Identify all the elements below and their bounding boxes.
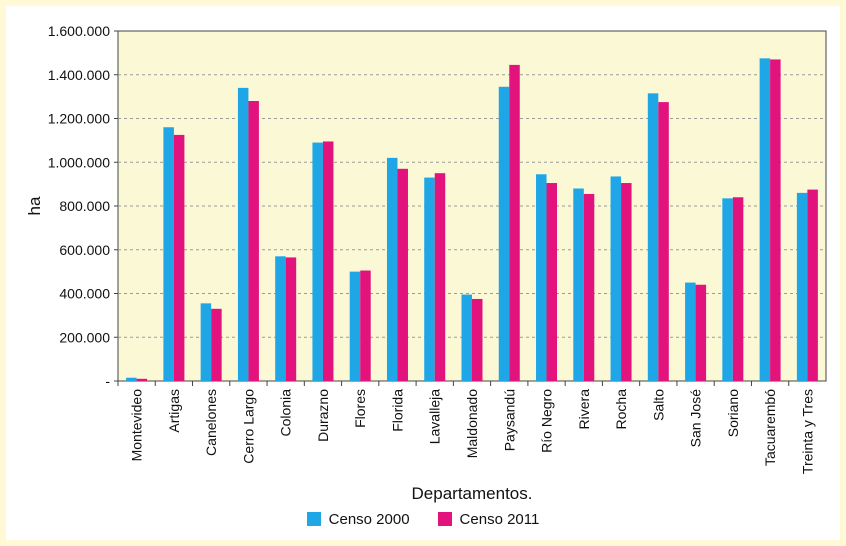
bar-censo-2000 bbox=[200, 303, 212, 381]
bar-censo-2000 bbox=[312, 142, 323, 381]
y-tick-label: - bbox=[105, 373, 110, 389]
bar-censo-2000 bbox=[536, 174, 547, 381]
bar-censo-2000 bbox=[237, 87, 249, 381]
y-tick-label: 1.600.000 bbox=[48, 23, 110, 39]
bar-censo-2000 bbox=[461, 294, 472, 381]
bar-censo-2000 bbox=[498, 86, 510, 381]
gridlines bbox=[118, 74, 826, 338]
bar-censo-2011 bbox=[322, 141, 334, 381]
bar-censo-2011 bbox=[770, 59, 781, 381]
x-tick-label: Florida bbox=[389, 389, 405, 432]
x-tick-label: Paysandú bbox=[501, 389, 517, 451]
x-axis-ticks: Montevideo Artigas Canelones Cerro Largo Col… bbox=[117, 381, 815, 474]
bar-censo-2000 bbox=[573, 188, 584, 381]
bar-censo-2000 bbox=[647, 93, 659, 381]
x-tick-label: Maldonado bbox=[464, 389, 480, 458]
x-tick-label: San José bbox=[688, 389, 704, 448]
bar-censo-2011 bbox=[621, 183, 632, 381]
bar-censo-2011 bbox=[472, 298, 483, 381]
bar-censo-2011 bbox=[397, 168, 408, 381]
bar-censo-2011 bbox=[546, 183, 558, 381]
bar-censo-2000 bbox=[759, 58, 771, 381]
bar-censo-2011 bbox=[434, 173, 446, 381]
y-axis-ticks: - 200.000 400.000 600.000 800.000 1.000.000 1.… bbox=[48, 23, 118, 389]
legend-label-censo-2000: Censo 2000 bbox=[328, 510, 410, 528]
legend-label-censo-2011: Censo 2011 bbox=[459, 510, 540, 528]
bar-censo-2011 bbox=[658, 102, 669, 381]
bar-censo-2011 bbox=[509, 64, 520, 381]
x-tick-label: Treinta y Tres bbox=[799, 389, 815, 474]
bar-censo-2000 bbox=[424, 177, 435, 381]
bar-censo-2000 bbox=[722, 198, 733, 381]
bar-censo-2011 bbox=[285, 257, 297, 381]
x-tick-label: Soriano bbox=[725, 389, 741, 437]
x-tick-label: Rocha bbox=[613, 389, 629, 430]
x-tick-label: Lavalleja bbox=[427, 389, 443, 444]
bar-censo-2000 bbox=[796, 192, 808, 381]
bar-censo-2000 bbox=[163, 127, 174, 381]
bar-censo-2000 bbox=[126, 377, 137, 381]
bar-censo-2011 bbox=[807, 189, 818, 381]
bar-censo-2000 bbox=[685, 282, 696, 381]
x-tick-label: Canelones bbox=[203, 389, 219, 456]
legend: Censo 2000 Censo 2011 bbox=[0, 508, 846, 530]
legend-item-censo-2000: Censo 2000 bbox=[306, 510, 410, 528]
legend-item-censo-2011: Censo 2011 bbox=[437, 510, 540, 528]
x-axis-title: Departamentos. bbox=[412, 484, 533, 503]
legend-swatch-censo-2000 bbox=[306, 512, 321, 526]
x-tick-label: Cerro Largo bbox=[240, 389, 256, 464]
x-tick-label: Flores bbox=[352, 389, 368, 428]
y-tick-label: 1.000.000 bbox=[48, 154, 110, 170]
y-axis-title: ha bbox=[25, 196, 44, 215]
bar-censo-2000 bbox=[610, 176, 622, 381]
y-tick-label: 1.400.000 bbox=[48, 67, 110, 83]
bar-censo-2011 bbox=[248, 101, 259, 381]
y-tick-label: 1.200.000 bbox=[48, 111, 110, 127]
bar-censo-2011 bbox=[695, 284, 707, 381]
x-tick-label: Colonia bbox=[278, 389, 294, 437]
y-tick-label: 800.000 bbox=[59, 198, 110, 214]
bar-censo-2011 bbox=[360, 270, 371, 381]
bar-censo-2011 bbox=[732, 197, 744, 381]
bar-censo-2000 bbox=[386, 157, 398, 381]
x-tick-label: Rivera bbox=[576, 389, 592, 430]
bar-censo-2011 bbox=[211, 308, 222, 381]
x-tick-label: Durazno bbox=[315, 389, 331, 442]
y-tick-label: 200.000 bbox=[59, 329, 110, 345]
x-tick-label: Río Negro bbox=[539, 389, 555, 453]
bar-censo-2011 bbox=[136, 378, 148, 381]
x-tick-label: Montevideo bbox=[129, 389, 145, 462]
bar-censo-2011 bbox=[173, 134, 185, 381]
bars bbox=[126, 58, 818, 381]
x-tick-label: Tacuarembó bbox=[762, 389, 778, 466]
y-tick-label: 400.000 bbox=[59, 286, 110, 302]
y-tick-label: 600.000 bbox=[59, 242, 110, 258]
bar-censo-2000 bbox=[349, 271, 361, 381]
legend-swatch-censo-2011 bbox=[437, 512, 452, 526]
x-tick-label: Artigas bbox=[166, 389, 182, 433]
x-tick-label: Salto bbox=[650, 389, 666, 421]
bar-censo-2011 bbox=[583, 193, 595, 381]
bar-censo-2000 bbox=[275, 256, 286, 381]
